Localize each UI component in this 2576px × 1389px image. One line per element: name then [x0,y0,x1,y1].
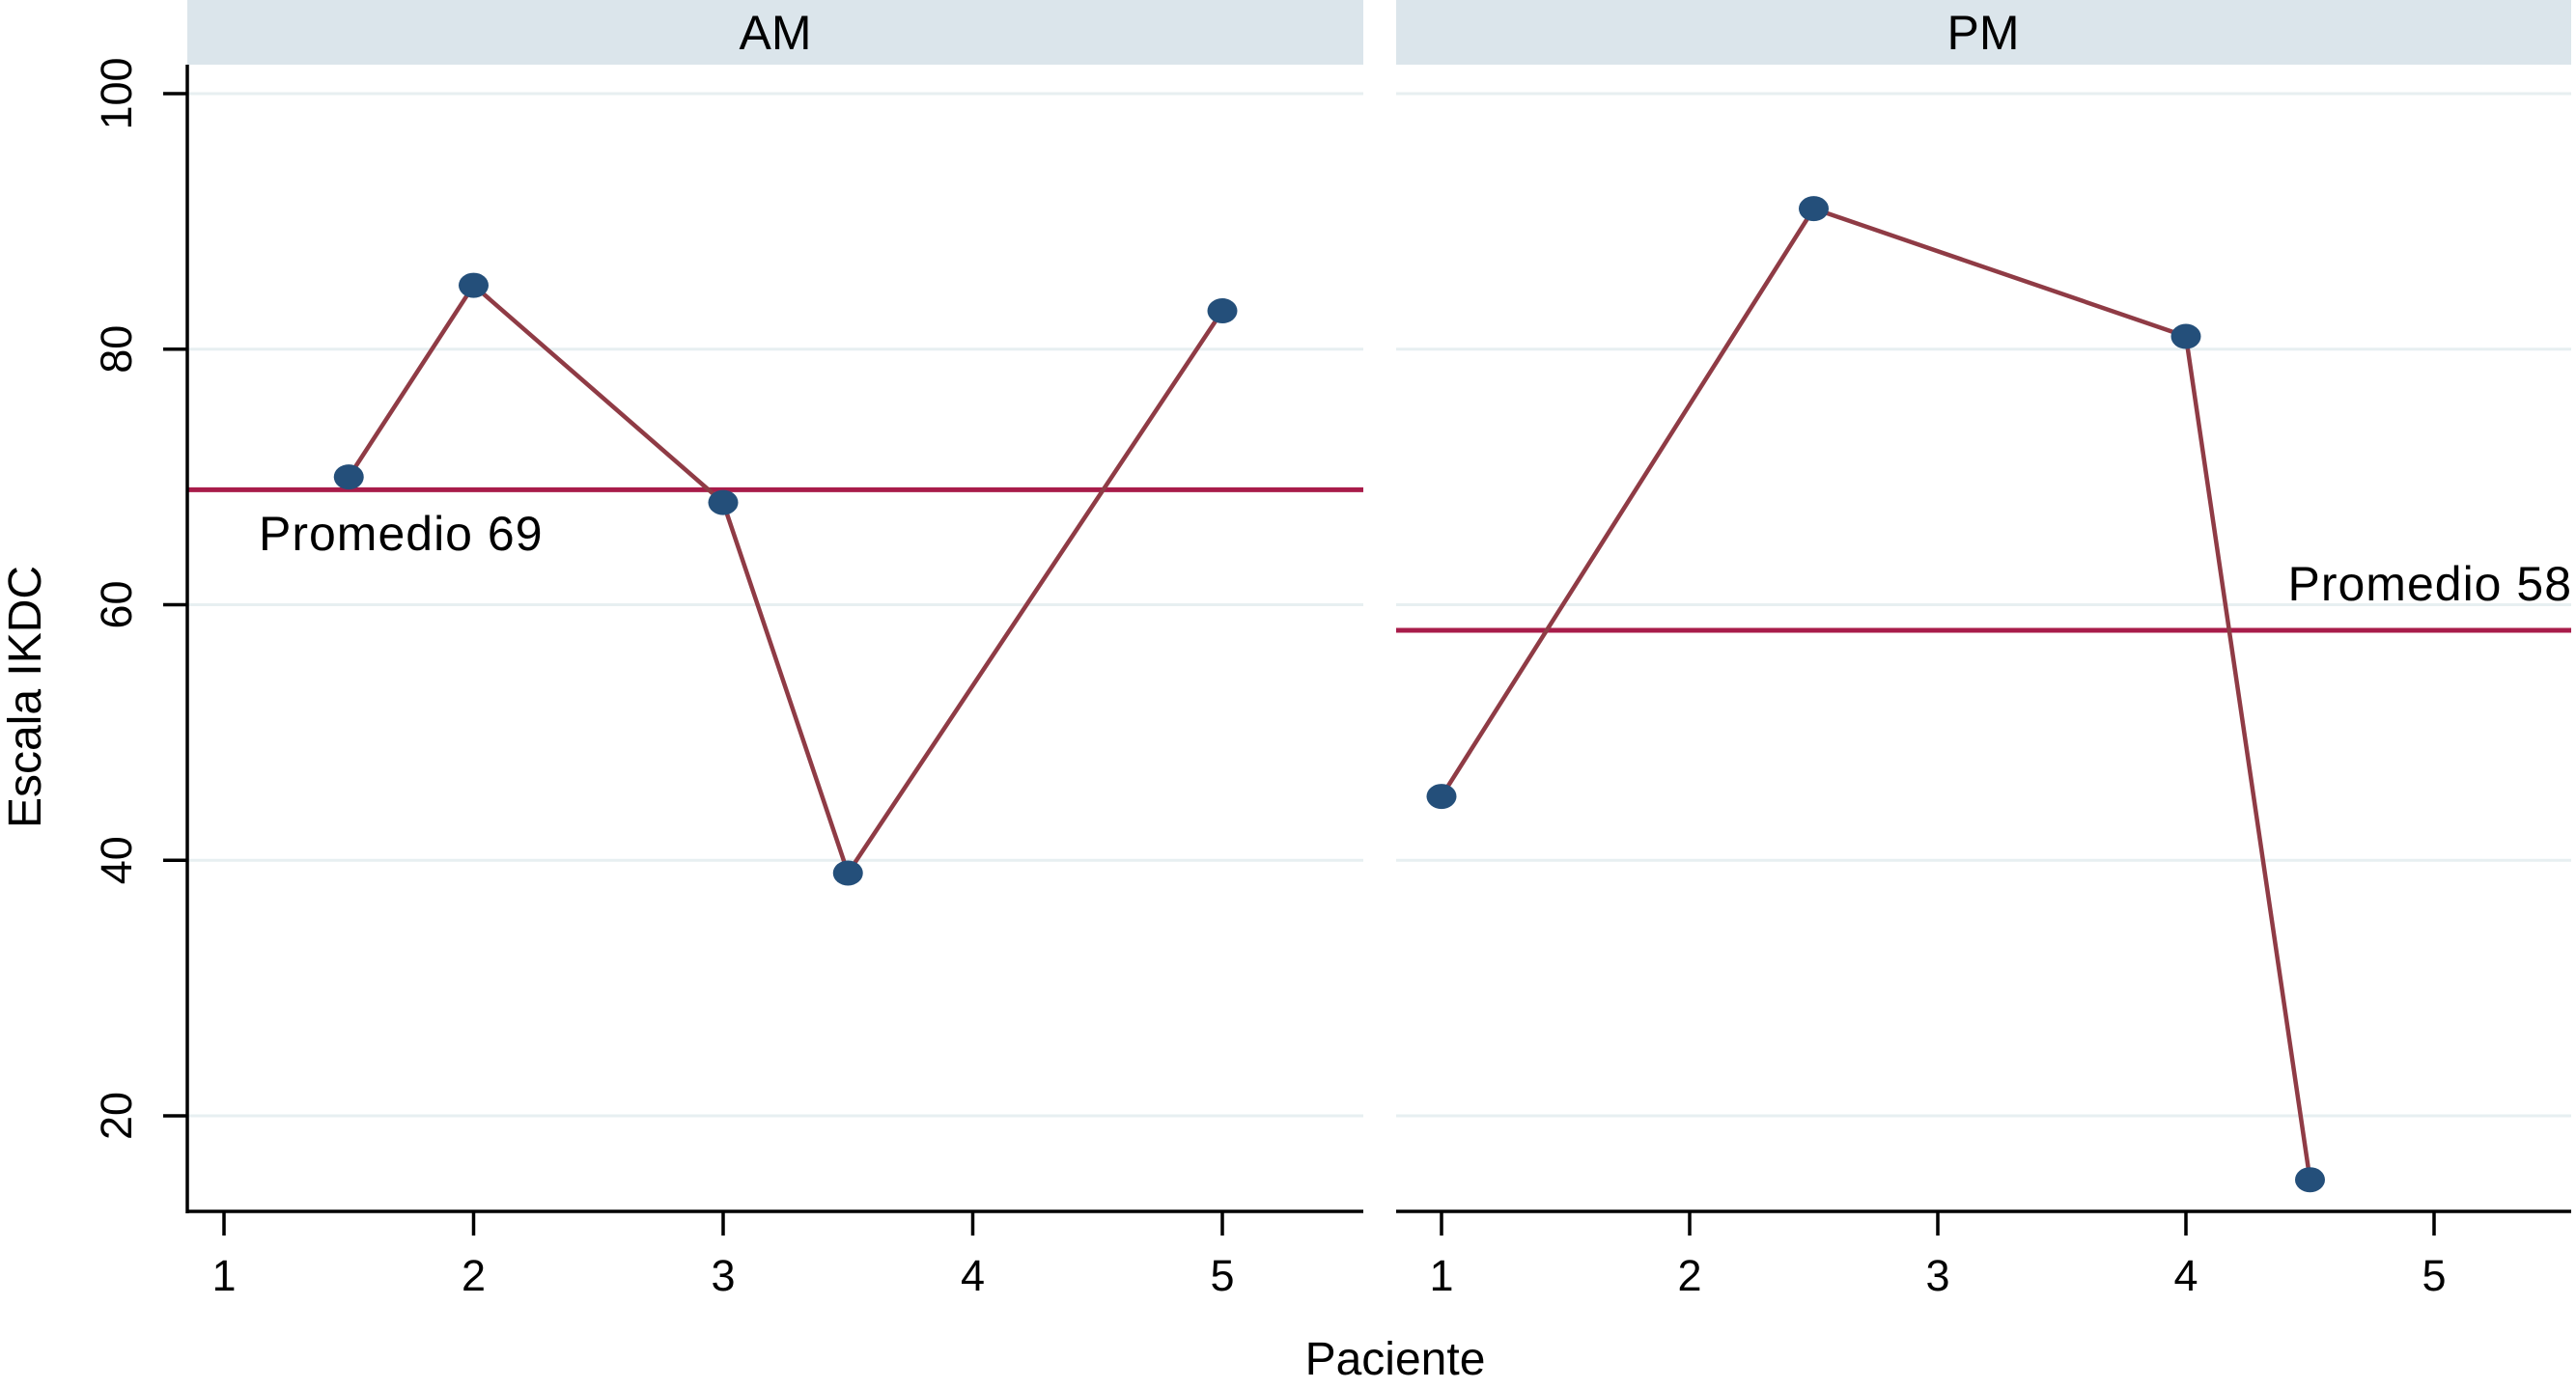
y-axis-title: Escala IKDC [0,566,51,828]
data-point [708,489,739,515]
y-tick-label: 60 [92,580,141,628]
x-tick-label: 2 [462,1251,486,1300]
x-tick-label: 1 [1429,1251,1453,1300]
data-point [333,464,364,490]
x-tick-label: 4 [961,1251,985,1300]
panel-header-pm: PM [1947,6,2020,60]
reference-label-am: Promedio 69 [259,507,544,561]
data-point [459,272,489,298]
series-line [347,283,1224,875]
data-point [1426,784,1457,810]
panel-header-band [187,0,1363,65]
y-tick-label: 40 [92,836,141,884]
reference-label-pm: Promedio 58 [2288,557,2573,611]
x-tick-label: 5 [2422,1251,2446,1300]
panel-header-am: AM [740,6,812,60]
x-tick-label: 4 [2173,1251,2198,1300]
data-point [2170,323,2201,349]
data-point [1207,298,1238,324]
panel-header-band [1396,0,2571,65]
x-tick-label: 2 [1677,1251,1701,1300]
x-tick-label: 3 [1925,1251,1949,1300]
x-tick-label: 5 [1210,1251,1234,1300]
data-point [832,860,863,886]
data-point [2295,1167,2325,1193]
chart-generated-layer: 1 2 3 4 5 20 40 60 80 100 1 2 3 4 5 [92,0,2571,1300]
y-tick-label: 80 [92,325,141,374]
x-tick-label: 1 [211,1251,236,1300]
x-axis-title: Paciente [1305,1334,1486,1385]
data-point [1799,196,1829,222]
series-line [1440,206,2312,1181]
y-tick-label: 20 [92,1092,141,1140]
y-tick-label: 100 [92,57,141,129]
x-tick-label: 3 [711,1251,735,1300]
